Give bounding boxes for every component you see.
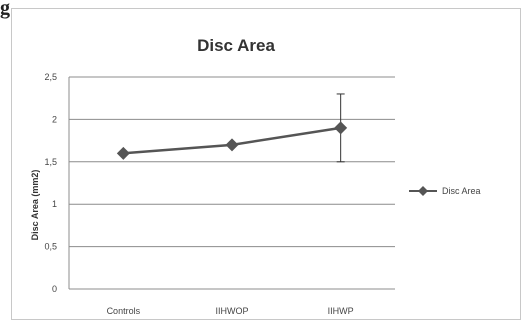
y-tick-label: 0,5 bbox=[44, 242, 57, 252]
legend: Disc Area bbox=[409, 186, 481, 196]
chart-frame: Disc Area 0 0,5 1 1,5 2 2,5 Controls IIHWOP IIHW… bbox=[11, 8, 521, 320]
x-tick-label: IIHWP bbox=[328, 306, 354, 316]
gridlines bbox=[69, 76, 395, 248]
y-tick-label: 2 bbox=[52, 114, 57, 124]
data-point-marker bbox=[225, 138, 239, 152]
series-layer bbox=[116, 93, 348, 163]
y-tick-label: 1 bbox=[52, 199, 57, 209]
disc-area-chart: Disc Area 0 0,5 1 1,5 2 2,5 Controls IIHWOP IIHW… bbox=[30, 36, 481, 316]
corner-fragment-text: g bbox=[0, 0, 10, 19]
data-point-marker bbox=[334, 121, 348, 135]
y-tick-label: 1,5 bbox=[44, 157, 57, 167]
y-tick-label: 2,5 bbox=[44, 72, 57, 82]
legend-label: Disc Area bbox=[442, 186, 481, 196]
y-tick-label: 0 bbox=[52, 284, 57, 294]
chart-title: Disc Area bbox=[197, 36, 275, 55]
legend-marker bbox=[418, 186, 428, 196]
x-tick-label: IIHWOP bbox=[216, 306, 249, 316]
x-tick-label: Controls bbox=[107, 306, 141, 316]
data-point-marker bbox=[116, 146, 130, 160]
axes: 0 0,5 1 1,5 2 2,5 Controls IIHWOP IIHWP bbox=[44, 72, 395, 316]
y-axis-title: Disc Area (mm2) bbox=[30, 170, 40, 241]
